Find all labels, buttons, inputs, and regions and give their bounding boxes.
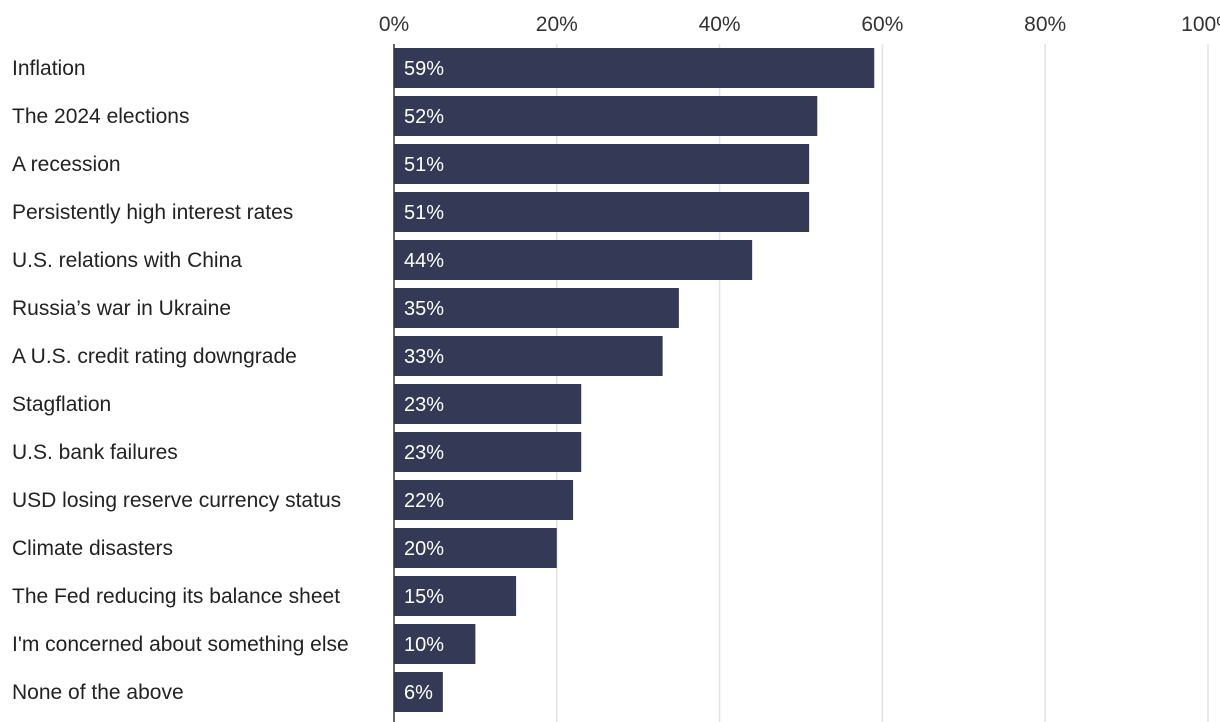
bar — [394, 48, 875, 88]
data-label: 52% — [404, 106, 444, 128]
data-label: 59% — [404, 58, 444, 80]
data-label: 15% — [404, 586, 444, 608]
bar — [394, 240, 753, 280]
bar — [394, 96, 818, 136]
x-tick-label: 80% — [1024, 13, 1066, 36]
bar — [394, 432, 582, 472]
x-tick-label: 40% — [699, 13, 741, 36]
bars — [394, 48, 875, 712]
bar — [394, 672, 443, 712]
x-tick-label: 60% — [861, 13, 903, 36]
category-label: U.S. relations with China — [12, 249, 242, 272]
bar — [394, 384, 582, 424]
bar — [394, 144, 810, 184]
data-label: 35% — [404, 298, 444, 320]
bar — [394, 288, 679, 328]
data-label: 51% — [404, 202, 444, 224]
x-tick-label: 0% — [379, 13, 409, 36]
bar — [394, 480, 574, 520]
category-label: Russia’s war in Ukraine — [12, 297, 231, 320]
category-label: A recession — [12, 153, 121, 176]
x-tick-label: 100% — [1181, 13, 1220, 36]
category-label: Climate disasters — [12, 537, 173, 560]
x-tick-label: 20% — [536, 13, 578, 36]
bar — [394, 624, 476, 664]
data-label: 23% — [404, 394, 444, 416]
category-label: USD losing reserve currency status — [12, 489, 341, 512]
category-label: U.S. bank failures — [12, 441, 178, 464]
category-label: I'm concerned about something else — [12, 633, 349, 656]
category-label: None of the above — [12, 681, 184, 704]
bar — [394, 528, 557, 568]
bar — [394, 336, 663, 376]
data-label: 20% — [404, 538, 444, 560]
data-label: 23% — [404, 442, 444, 464]
data-label: 10% — [404, 634, 444, 656]
category-label: A U.S. credit rating downgrade — [12, 345, 297, 368]
category-label: Inflation — [12, 57, 86, 80]
data-label: 51% — [404, 154, 444, 176]
data-label: 22% — [404, 490, 444, 512]
labels: 0% 20% 40% 60% 80% 100% Inflation 59% The 2024 e… — [12, 13, 1220, 704]
data-label: 33% — [404, 346, 444, 368]
data-label: 6% — [404, 682, 433, 704]
bar — [394, 192, 810, 232]
bar — [394, 576, 517, 616]
category-label: The Fed reducing its balance sheet — [12, 585, 340, 608]
category-label: The 2024 elections — [12, 105, 189, 128]
data-label: 44% — [404, 250, 444, 272]
category-label: Persistently high interest rates — [12, 201, 293, 224]
category-label: Stagflation — [12, 393, 111, 416]
